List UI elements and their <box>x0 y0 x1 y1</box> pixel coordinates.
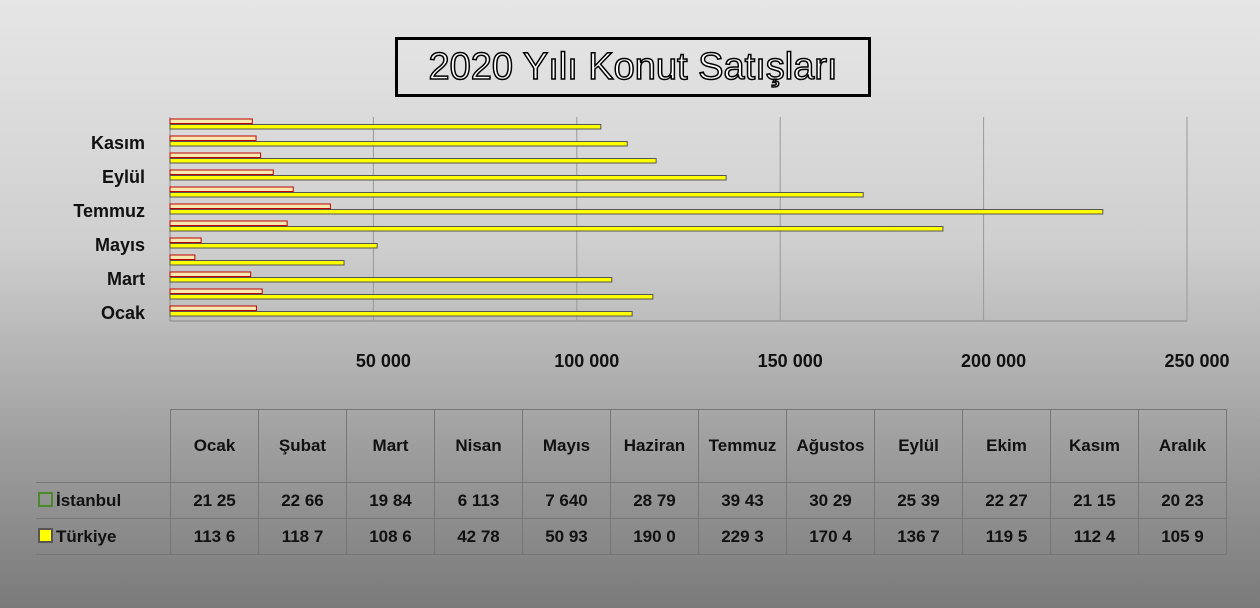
table-cell: 20 23 <box>1138 482 1227 519</box>
table-cell: 136 7 <box>874 518 963 555</box>
bar <box>169 209 1104 215</box>
x-tick-label: 100 000 <box>554 351 619 371</box>
bar <box>169 192 864 198</box>
table-cell: 118 7 <box>258 518 347 555</box>
bar <box>169 254 196 260</box>
table-corner <box>36 409 171 483</box>
y-tick-label: Mayıs <box>95 235 145 255</box>
legend-label: İstanbul <box>56 490 122 510</box>
chart-title: 2020 Yılı Konut Satışları <box>395 37 871 97</box>
table-header: Eylül <box>874 409 963 483</box>
x-tick-label: 50 000 <box>356 351 411 371</box>
x-tick-label: 250 000 <box>1164 351 1229 371</box>
bar <box>169 220 288 226</box>
bar <box>169 243 378 249</box>
bar <box>169 294 654 300</box>
bar <box>169 169 274 175</box>
bar <box>169 277 613 283</box>
table-header-row: Ocak Şubat Mart Nisan Mayıs Haziran Temmuz Ağus… <box>36 409 1227 483</box>
bar <box>169 311 633 317</box>
legend-entry: Türkiye <box>36 518 171 555</box>
bar <box>169 175 727 181</box>
bar <box>169 141 628 147</box>
legend-swatch <box>38 527 53 543</box>
table-header: Şubat <box>258 409 347 483</box>
bar <box>169 288 263 294</box>
bar <box>169 226 944 232</box>
bar <box>169 305 257 311</box>
bar <box>169 158 657 164</box>
table-header: Ocak <box>170 409 259 483</box>
y-tick-label: Kasım <box>91 133 145 153</box>
data-table: Ocak Şubat Mart Nisan Mayıs Haziran Temmuz Ağus… <box>36 409 1227 555</box>
table-header: Mayıs <box>522 409 611 483</box>
bar <box>169 237 202 243</box>
legend-swatch <box>38 491 53 507</box>
bar <box>169 203 331 209</box>
table-cell: 229 3 <box>698 518 787 555</box>
table-row: İstanbul 21 25 22 66 19 84 6 113 7 640 28 79 39… <box>36 482 1227 519</box>
table-cell: 30 29 <box>786 482 875 519</box>
table-cell: 113 6 <box>170 518 259 555</box>
y-tick-label: Ocak <box>101 303 146 323</box>
table-cell: 6 113 <box>434 482 523 519</box>
bar <box>169 152 262 158</box>
bar <box>169 260 345 266</box>
x-tick-label: 150 000 <box>758 351 823 371</box>
table-cell: 28 79 <box>610 482 699 519</box>
bar <box>169 271 252 277</box>
table-cell: 21 15 <box>1050 482 1139 519</box>
table-cell: 190 0 <box>610 518 699 555</box>
table-cell: 108 6 <box>346 518 435 555</box>
bar <box>169 186 294 192</box>
table-header: Nisan <box>434 409 523 483</box>
table-header: Temmuz <box>698 409 787 483</box>
table-cell: 22 27 <box>962 482 1051 519</box>
table-cell: 105 9 <box>1138 518 1227 555</box>
table-cell: 22 66 <box>258 482 347 519</box>
legend-label: Türkiye <box>56 526 117 546</box>
table-cell: 21 25 <box>170 482 259 519</box>
table-cell: 25 39 <box>874 482 963 519</box>
table-header: Kasım <box>1050 409 1139 483</box>
table-cell: 7 640 <box>522 482 611 519</box>
table-cell: 170 4 <box>786 518 875 555</box>
legend-entry: İstanbul <box>36 482 171 519</box>
bar <box>169 124 602 130</box>
bar <box>169 118 253 124</box>
table-cell: 19 84 <box>346 482 435 519</box>
table-header: Aralık <box>1138 409 1227 483</box>
x-tick-label: 200 000 <box>961 351 1026 371</box>
y-tick-label: Eylül <box>102 167 145 187</box>
bar <box>169 135 257 141</box>
table-cell: 42 78 <box>434 518 523 555</box>
table-cell: 119 5 <box>962 518 1051 555</box>
table-header: Ekim <box>962 409 1051 483</box>
table-cell: 50 93 <box>522 518 611 555</box>
y-tick-label: Mart <box>107 269 145 289</box>
table-header: Haziran <box>610 409 699 483</box>
table-row: Türkiye 113 6 118 7 108 6 42 78 50 93 190 0 229… <box>36 518 1227 555</box>
table-header: Mart <box>346 409 435 483</box>
table-cell: 39 43 <box>698 482 787 519</box>
table-cell: 112 4 <box>1050 518 1139 555</box>
y-tick-label: Temmuz <box>73 201 145 221</box>
table-header: Ağustos <box>786 409 875 483</box>
